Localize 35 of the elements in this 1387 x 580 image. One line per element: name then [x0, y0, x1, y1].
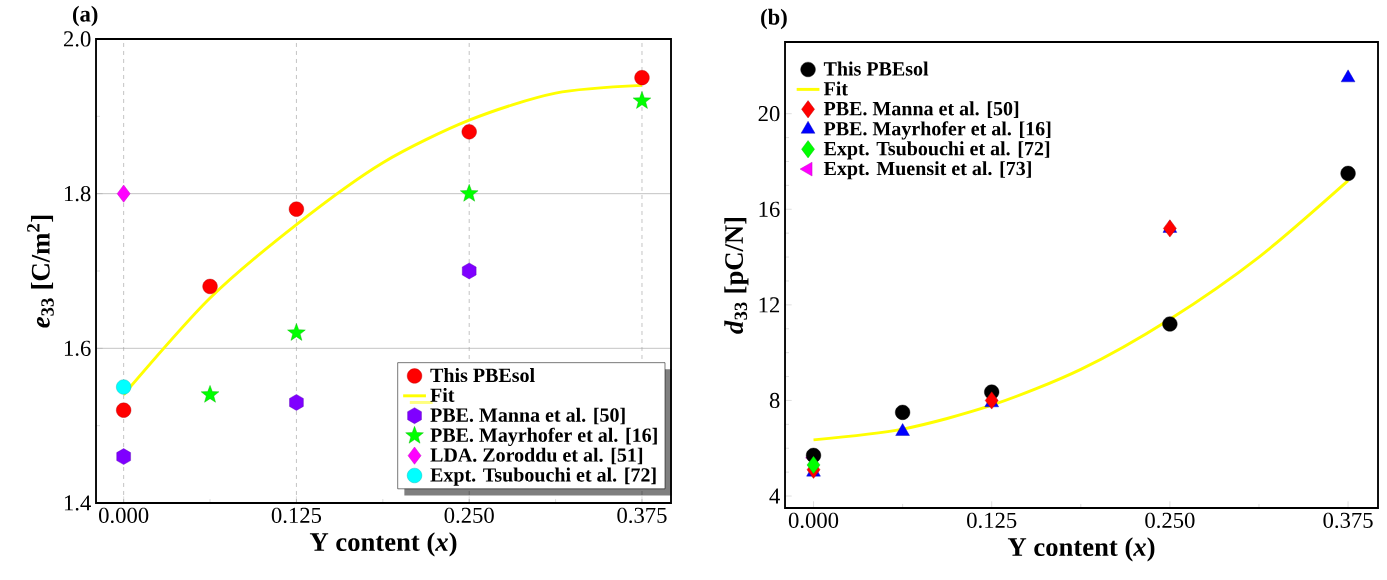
legend-label: PBE. Manna et al. [50] — [823, 101, 1019, 118]
legend-label: PBE. Manna et al. [50] — [430, 407, 625, 425]
x-tick-label: 0.000 — [99, 507, 149, 524]
legend-label: Expt. Tsubouchi et al. [72] — [430, 467, 656, 486]
y-tick-label: 1.6 — [64, 340, 91, 356]
legend-label: PBE. Mayrhofer et al. [16] — [823, 121, 1051, 140]
x-tick-label: 0.250 — [1145, 512, 1195, 529]
chart-title: (b) — [761, 8, 787, 30]
x-tick-label: 0.125 — [967, 512, 1017, 529]
legend-label: PBE. Mayrhofer et al. [16] — [430, 427, 657, 447]
y-tick-label: 4 — [769, 488, 780, 504]
x-axis-title: Y content (x) — [1007, 537, 1155, 562]
y-tick-label: 12 — [759, 297, 780, 313]
y-tick-label: 1.4 — [64, 495, 91, 511]
legend-label: This PBEsol — [823, 61, 929, 76]
y-tick-label: 2.0 — [63, 31, 91, 47]
x-tick-label: 0.375 — [617, 507, 667, 524]
y-axis-title: e$_{33}$ [C/m$^{2}$] — [27, 215, 54, 328]
legend-label: Fit — [430, 387, 455, 402]
x-tick-label: 0.125 — [271, 507, 322, 524]
x-tick-label: 0.375 — [1323, 512, 1373, 529]
legend-label: LDA. Zoroddu et al. [51] — [430, 447, 643, 465]
legend-label: Expt. Muensit et al. [73] — [823, 161, 1031, 180]
x-tick-label: 0.000 — [788, 512, 839, 529]
x-axis-title: Y content (x) — [309, 532, 457, 557]
chart-title: (a) — [72, 5, 98, 27]
legend-label: Fit — [823, 81, 848, 96]
y-tick-label: 16 — [759, 201, 780, 217]
y-axis-title: d$_{33}$ [pC/N] — [724, 217, 749, 334]
y-tick-label: 8 — [769, 392, 780, 409]
legend-label: This PBEsol — [430, 368, 535, 383]
legend-label: Expt. Tsubouchi et al. [72] — [823, 141, 1050, 160]
y-tick-label: 20 — [758, 106, 780, 122]
x-tick-label: 0.250 — [444, 507, 494, 524]
y-tick-label: 1.8 — [64, 185, 91, 202]
